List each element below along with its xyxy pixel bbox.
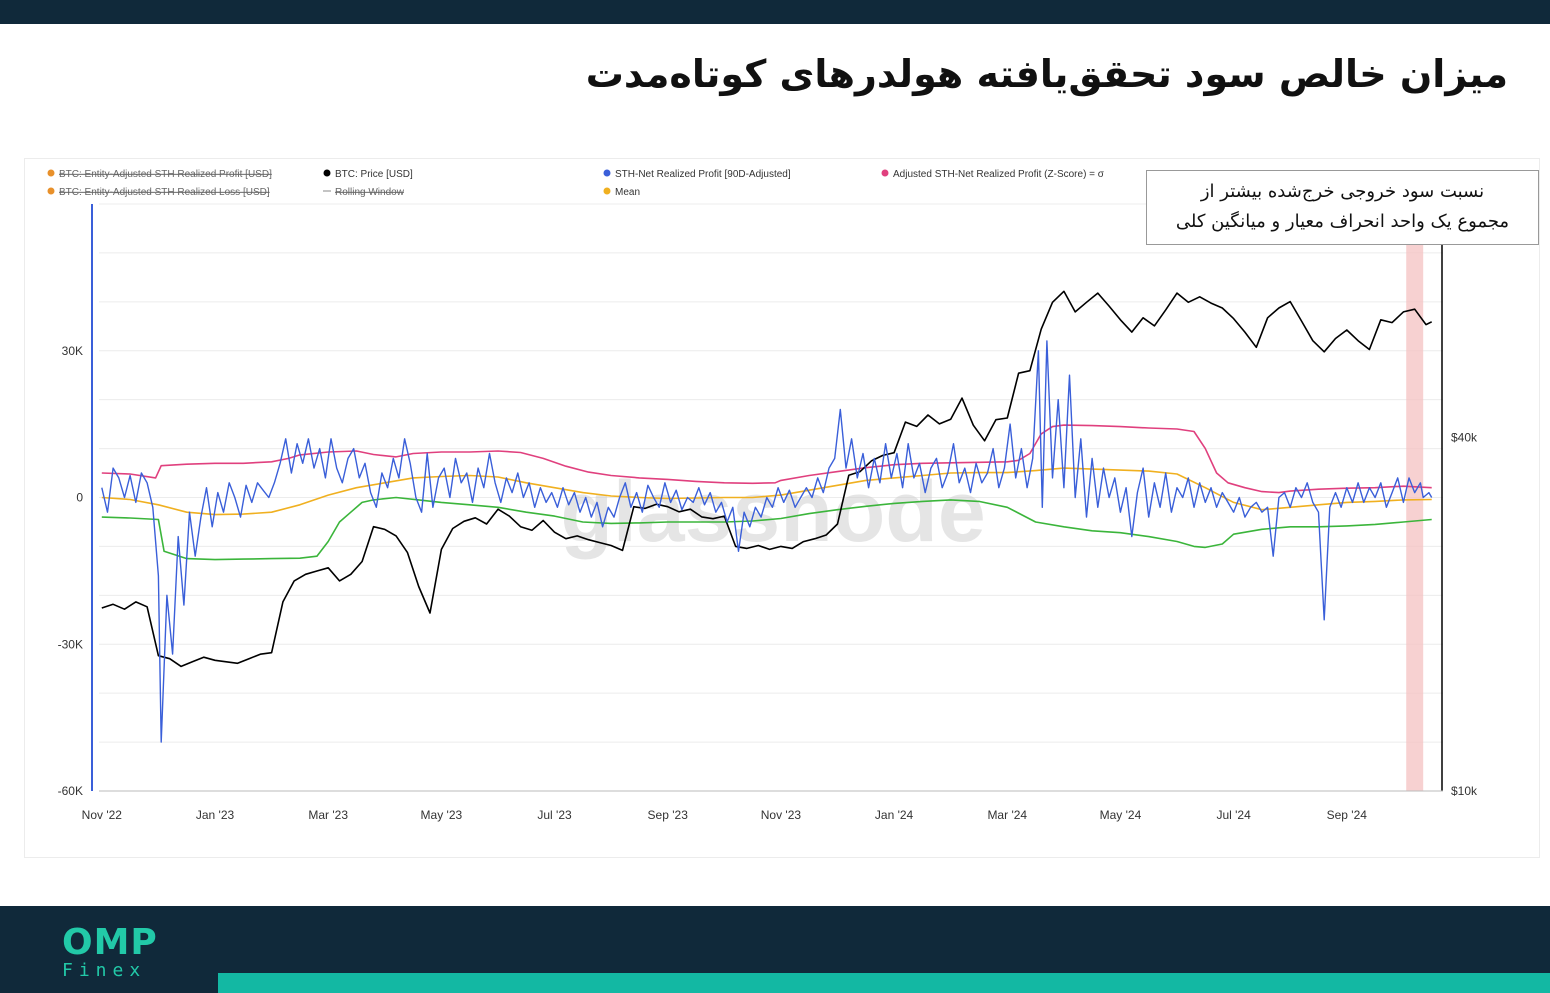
highlight-band — [1406, 204, 1424, 791]
x-tick-label: Mar '23 — [308, 808, 348, 822]
legend-label-2: BTC: Price [USD] — [335, 169, 413, 180]
series-line-price — [101, 290, 1433, 668]
legend-dot-0 — [47, 169, 55, 177]
x-tick-label: Jan '24 — [875, 808, 914, 822]
footer-accent-bar — [218, 973, 1550, 993]
y-left-tick-label: 0 — [76, 491, 83, 505]
chart-panel: BTC: Entity-Adjusted STH Realized Profit… — [24, 158, 1540, 858]
y-left-tick-label: 30K — [62, 344, 83, 358]
y-left-tick-label: -30K — [58, 637, 83, 651]
callout-line-1: نسبت سود خروجی خرج‌شده بیشتر از — [1200, 181, 1485, 202]
y-right-tick-label: $40k — [1451, 431, 1478, 445]
legend-label-0: BTC: Entity-Adjusted STH Realized Profit… — [59, 169, 272, 180]
chart-svg: BTC: Entity-Adjusted STH Realized Profit… — [47, 169, 1478, 822]
series-line-sth — [101, 340, 1433, 743]
callout-line-2: مجموع یک واحد انحراف معیار و میانگین کلی — [1175, 211, 1510, 232]
x-tick-label: Jul '23 — [537, 808, 572, 822]
series-line-zscore — [101, 424, 1432, 494]
x-tick-label: Sep '23 — [648, 808, 689, 822]
x-tick-label: Nov '22 — [82, 808, 123, 822]
legend-label-1: BTC: Entity-Adjusted STH Realized Loss [… — [59, 187, 270, 198]
legend-label-3: Rolling Window — [335, 187, 405, 198]
legend: BTC: Entity-Adjusted STH Realized Profit… — [47, 169, 1105, 198]
legend-label-6: Adjusted STH-Net Realized Profit (Z-Scor… — [893, 169, 1105, 180]
legend-label-4: STH-Net Realized Profit [90D-Adjusted] — [615, 169, 791, 180]
x-tick-label: May '24 — [1100, 808, 1142, 822]
annotation-callout: نسبت سود خروجی خرج‌شده بیشتر از مجموع یک… — [1146, 170, 1539, 245]
series-group — [101, 290, 1433, 743]
legend-dot-2 — [323, 169, 331, 177]
legend-dot-5 — [603, 187, 611, 195]
y-right-tick-label: $10k — [1451, 784, 1478, 798]
legend-dot-6 — [881, 169, 889, 177]
legend-label-5: Mean — [615, 187, 640, 198]
highlight-band-group — [1406, 204, 1424, 791]
x-tick-label: Jan '23 — [196, 808, 235, 822]
brand-logo: OMP — [62, 922, 158, 963]
page-title: میزان خالص سود تحقق‌یافته هولدرهای کوتاه… — [585, 52, 1508, 96]
y-left-tick-label: -60K — [58, 784, 83, 798]
watermark: glassnode — [560, 464, 985, 560]
header-bar — [0, 0, 1550, 24]
axes: 30K 0 -30K -60K $40k $10k Nov '22 Jan '23 Mar '2… — [58, 204, 1478, 822]
legend-dot-4 — [603, 169, 611, 177]
x-tick-label: Nov '23 — [761, 808, 802, 822]
x-tick-label: Sep '24 — [1327, 808, 1368, 822]
series-line-rolling — [101, 496, 1432, 561]
legend-dot-1 — [47, 187, 55, 195]
x-tick-label: May '23 — [421, 808, 463, 822]
x-tick-label: Mar '24 — [987, 808, 1027, 822]
brand-subtitle: Finex — [62, 960, 147, 981]
x-tick-label: Jul '24 — [1216, 808, 1251, 822]
